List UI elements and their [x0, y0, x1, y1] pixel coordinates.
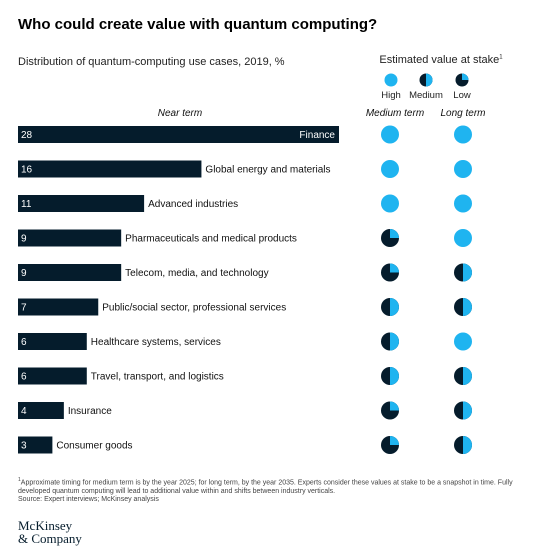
long-term-circle	[454, 160, 472, 178]
footnote-marker: 1	[18, 477, 21, 483]
category-label: Insurance	[68, 406, 112, 417]
mckinsey-logo: McKinsey & Company	[18, 519, 82, 545]
footnote: 1Approximate timing for medium term is b…	[18, 476, 518, 505]
pie-slice	[390, 436, 399, 445]
pie-fill-high	[454, 125, 472, 144]
bar-value-label: 9	[21, 234, 27, 245]
pie-slice	[426, 73, 433, 87]
category-label: Public/social sector, professional servi…	[102, 303, 286, 314]
pie-fill-high	[381, 160, 399, 178]
bar-value-label: 9	[21, 268, 27, 279]
pie-slice	[463, 401, 473, 420]
legend-label-low: Low	[453, 90, 471, 101]
brand-line-1: McKinsey	[18, 518, 73, 533]
bar	[18, 436, 53, 454]
pie-slice	[390, 367, 399, 385]
long-term-circle	[454, 263, 473, 282]
bar-value-label: 11	[21, 199, 32, 210]
medium-term-circle	[381, 298, 399, 316]
pie-fill-high	[454, 332, 472, 351]
bar-value-label: 7	[21, 303, 27, 314]
bar	[18, 195, 145, 212]
bar	[18, 264, 122, 281]
pie-slice	[463, 367, 472, 385]
category-label: Consumer goods	[56, 441, 132, 452]
legend-title: Estimated value at stake1	[379, 54, 503, 66]
legend-label-medium: Medium	[409, 90, 443, 101]
bar	[18, 367, 87, 385]
source-note: Source: Expert interviews; McKinsey anal…	[18, 496, 159, 504]
long-term-circle	[454, 298, 472, 316]
category-label: Telecom, media, and technology	[125, 268, 268, 279]
long-term-circle	[454, 436, 472, 454]
medium-term-circle	[381, 194, 399, 213]
bar-value-label: 3	[21, 441, 27, 452]
category-label: Healthcare systems, services	[91, 337, 221, 348]
category-label: Finance	[299, 130, 335, 141]
medium-term-circle	[381, 229, 399, 247]
chart-title: Who could create value with quantum comp…	[18, 16, 378, 33]
medium-term-circle	[381, 125, 399, 144]
legend-footnote-marker: 1	[499, 54, 503, 61]
bar	[18, 333, 87, 350]
legend-circle-medium	[419, 73, 433, 87]
category-label: Advanced industries	[148, 199, 238, 210]
long-term-circle	[454, 367, 472, 385]
bar-value-label: 28	[21, 130, 33, 141]
medium-term-circle	[381, 160, 399, 178]
pie-slice	[463, 263, 473, 282]
chart-subtitle: Distribution of quantum-computing use ca…	[18, 56, 285, 68]
pie-slice	[390, 298, 399, 316]
pie-fill-high	[454, 229, 472, 247]
pie-fill-high	[454, 160, 472, 178]
pie-fill-high	[381, 125, 399, 144]
pie-slice	[390, 229, 399, 238]
footnote-text: 1Approximate timing for medium term is b…	[18, 477, 513, 495]
column-header-near-term: Near term	[157, 108, 203, 119]
legend-circle-low	[455, 73, 469, 87]
bar-value-label: 6	[21, 337, 27, 348]
long-term-circle	[454, 332, 472, 351]
long-term-circle	[454, 229, 472, 247]
category-label: Pharmaceuticals and medical products	[125, 234, 297, 245]
medium-term-circle	[381, 436, 399, 454]
column-header-long-term: Long term	[440, 108, 486, 119]
medium-term-circle	[381, 332, 399, 351]
legend-circle-high	[384, 73, 398, 87]
long-term-circle	[454, 125, 472, 144]
medium-term-circle	[381, 367, 399, 385]
pie-slice	[463, 436, 472, 454]
bar-value-label: 4	[21, 406, 27, 417]
pie-fill-high	[381, 194, 399, 213]
bar	[18, 160, 202, 178]
category-label: Travel, transport, and logistics	[91, 372, 224, 383]
pie-fill-high	[454, 194, 472, 213]
legend-label-high: High	[381, 90, 401, 101]
pie-slice	[390, 401, 399, 411]
pie-slice	[462, 73, 469, 80]
bar	[18, 229, 122, 247]
category-label: Global energy and materials	[205, 165, 330, 176]
long-term-circle	[454, 194, 472, 213]
pie-slice	[463, 298, 472, 316]
long-term-circle	[454, 401, 473, 420]
bar-value-label: 6	[21, 372, 27, 383]
bar	[18, 402, 64, 419]
bar	[18, 298, 99, 316]
medium-term-circle	[381, 263, 399, 282]
bar	[18, 126, 339, 143]
column-header-medium-term: Medium term	[365, 108, 425, 119]
brand-line-2: & Company	[18, 531, 82, 546]
pie-slice	[390, 263, 399, 273]
pie-slice	[390, 332, 399, 351]
medium-term-circle	[381, 401, 399, 420]
pie-fill-high	[384, 73, 398, 87]
bar-value-label: 16	[21, 165, 33, 176]
